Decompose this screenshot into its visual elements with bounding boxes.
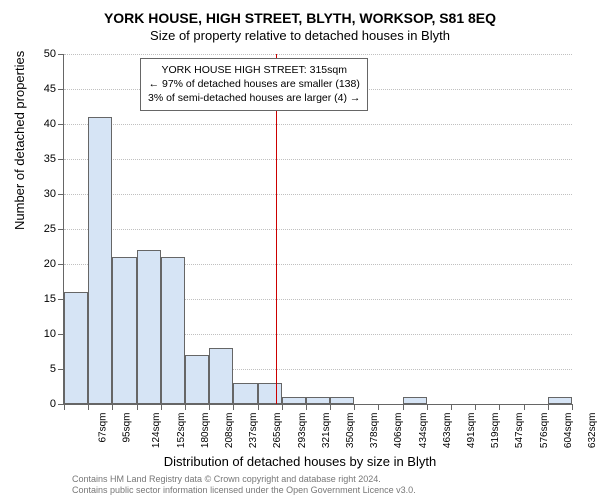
x-tick bbox=[524, 404, 525, 410]
x-tick bbox=[64, 404, 65, 410]
x-tick bbox=[427, 404, 428, 410]
x-tick-label: 265sqm bbox=[273, 413, 284, 449]
x-axis-title: Distribution of detached houses by size … bbox=[0, 454, 600, 469]
gridline bbox=[64, 124, 572, 125]
footer-line-1: Contains HM Land Registry data © Crown c… bbox=[72, 474, 416, 485]
y-tick-label: 10 bbox=[44, 328, 56, 340]
histogram-bar bbox=[185, 355, 209, 404]
x-tick-label: 491sqm bbox=[466, 413, 477, 449]
histogram-bar bbox=[209, 348, 233, 404]
x-tick-label: 321sqm bbox=[321, 413, 332, 449]
annotation-line-3: 3% of semi-detached houses are larger (4… bbox=[148, 91, 360, 105]
y-tick bbox=[58, 54, 64, 55]
gridline bbox=[64, 159, 572, 160]
x-tick-label: 208sqm bbox=[224, 413, 235, 449]
annotation-box: YORK HOUSE HIGH STREET: 315sqm ← 97% of … bbox=[140, 58, 368, 111]
x-tick-label: 67sqm bbox=[98, 413, 109, 443]
gridline bbox=[64, 194, 572, 195]
y-tick bbox=[58, 89, 64, 90]
x-tick-label: 124sqm bbox=[152, 413, 163, 449]
y-tick-label: 35 bbox=[44, 153, 56, 165]
x-tick bbox=[88, 404, 89, 410]
x-tick-label: 350sqm bbox=[345, 413, 356, 449]
histogram-bar bbox=[330, 397, 354, 404]
x-tick bbox=[403, 404, 404, 410]
y-tick bbox=[58, 124, 64, 125]
x-tick-label: 519sqm bbox=[490, 413, 501, 449]
histogram-bar bbox=[233, 383, 257, 404]
x-tick bbox=[451, 404, 452, 410]
x-tick-label: 632sqm bbox=[587, 413, 598, 449]
histogram-chart: YORK HOUSE, HIGH STREET, BLYTH, WORKSOP,… bbox=[0, 0, 600, 500]
histogram-bar bbox=[161, 257, 185, 404]
x-tick-label: 95sqm bbox=[122, 413, 133, 443]
y-axis-title: Number of detached properties bbox=[12, 51, 27, 230]
annotation-line-2: ← 97% of detached houses are smaller (13… bbox=[148, 77, 360, 91]
x-tick-label: 406sqm bbox=[393, 413, 404, 449]
y-tick bbox=[58, 159, 64, 160]
x-tick bbox=[161, 404, 162, 410]
x-tick bbox=[378, 404, 379, 410]
x-tick bbox=[499, 404, 500, 410]
x-tick-label: 237sqm bbox=[248, 413, 259, 449]
x-tick bbox=[233, 404, 234, 410]
y-tick-label: 40 bbox=[44, 118, 56, 130]
x-tick-label: 604sqm bbox=[563, 413, 574, 449]
footer-line-2: Contains public sector information licen… bbox=[72, 485, 416, 496]
y-tick-label: 0 bbox=[50, 398, 56, 410]
x-tick-label: 463sqm bbox=[442, 413, 453, 449]
annotation-line-1: YORK HOUSE HIGH STREET: 315sqm bbox=[148, 63, 360, 77]
histogram-bar bbox=[403, 397, 427, 404]
y-tick-label: 30 bbox=[44, 188, 56, 200]
plot-area: 0510152025303540455067sqm95sqm124sqm152s… bbox=[63, 54, 572, 405]
gridline bbox=[64, 54, 572, 55]
x-tick bbox=[548, 404, 549, 410]
x-tick bbox=[185, 404, 186, 410]
x-tick bbox=[112, 404, 113, 410]
histogram-bar bbox=[112, 257, 136, 404]
x-tick-label: 378sqm bbox=[369, 413, 380, 449]
histogram-bar bbox=[282, 397, 306, 404]
histogram-bar bbox=[137, 250, 161, 404]
y-tick-label: 50 bbox=[44, 48, 56, 60]
y-tick-label: 45 bbox=[44, 83, 56, 95]
y-tick-label: 15 bbox=[44, 293, 56, 305]
x-tick bbox=[330, 404, 331, 410]
histogram-bar bbox=[64, 292, 88, 404]
gridline bbox=[64, 229, 572, 230]
x-tick-label: 293sqm bbox=[297, 413, 308, 449]
x-tick bbox=[572, 404, 573, 410]
x-tick-label: 434sqm bbox=[418, 413, 429, 449]
x-tick-label: 152sqm bbox=[176, 413, 187, 449]
x-tick bbox=[282, 404, 283, 410]
histogram-bar bbox=[306, 397, 330, 404]
x-tick bbox=[306, 404, 307, 410]
x-tick-label: 547sqm bbox=[514, 413, 525, 449]
y-tick-label: 5 bbox=[50, 363, 56, 375]
chart-title-sub: Size of property relative to detached ho… bbox=[0, 26, 600, 43]
x-tick-label: 576sqm bbox=[539, 413, 550, 449]
x-tick bbox=[137, 404, 138, 410]
x-tick bbox=[475, 404, 476, 410]
x-tick bbox=[209, 404, 210, 410]
histogram-bar bbox=[548, 397, 572, 404]
footer-credits: Contains HM Land Registry data © Crown c… bbox=[72, 474, 416, 497]
x-tick bbox=[354, 404, 355, 410]
y-tick-label: 25 bbox=[44, 223, 56, 235]
chart-title-main: YORK HOUSE, HIGH STREET, BLYTH, WORKSOP,… bbox=[0, 0, 600, 26]
x-tick bbox=[258, 404, 259, 410]
histogram-bar bbox=[88, 117, 112, 404]
y-tick bbox=[58, 229, 64, 230]
y-tick bbox=[58, 194, 64, 195]
x-tick-label: 180sqm bbox=[200, 413, 211, 449]
histogram-bar bbox=[258, 383, 282, 404]
y-tick-label: 20 bbox=[44, 258, 56, 270]
y-tick bbox=[58, 264, 64, 265]
